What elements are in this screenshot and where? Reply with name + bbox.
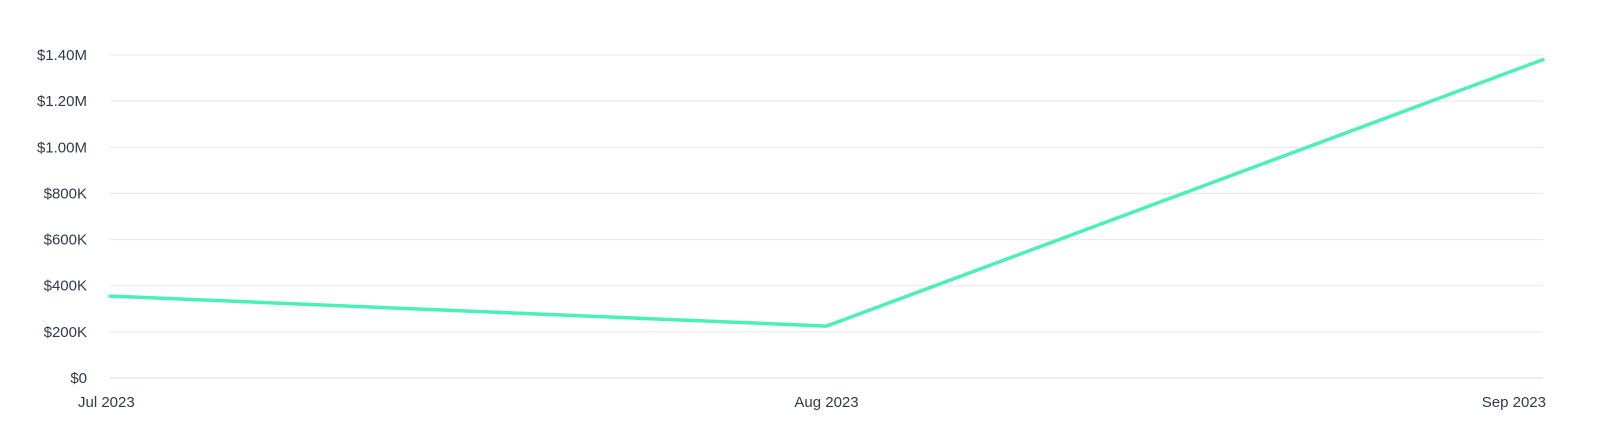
y-tick-label: $1.00M [37, 139, 87, 156]
data-point[interactable] [108, 294, 112, 298]
y-tick-label: $200K [44, 324, 87, 341]
y-tick-label: $400K [44, 278, 87, 295]
x-tick-label: Aug 2023 [794, 394, 858, 411]
y-tick-label: $0 [70, 370, 87, 387]
x-axis-tick-labels: Jul 2023 Aug 2023 Sep 2023 [78, 394, 1546, 411]
series-group [108, 57, 1545, 328]
y-tick-label: $1.40M [37, 47, 87, 64]
y-tick-label: $600K [44, 232, 87, 249]
y-tick-label: $800K [44, 185, 87, 202]
x-tick-label: Sep 2023 [1482, 394, 1546, 411]
x-tick-label: Jul 2023 [78, 394, 135, 411]
y-tick-label: $1.20M [37, 93, 87, 110]
y-axis-tick-labels: $0 $200K $400K $600K $800K $1.00M $1.20M $1.40M [37, 47, 87, 387]
data-point[interactable] [1541, 58, 1545, 62]
data-point[interactable] [825, 324, 828, 328]
gridlines [110, 54, 1543, 379]
